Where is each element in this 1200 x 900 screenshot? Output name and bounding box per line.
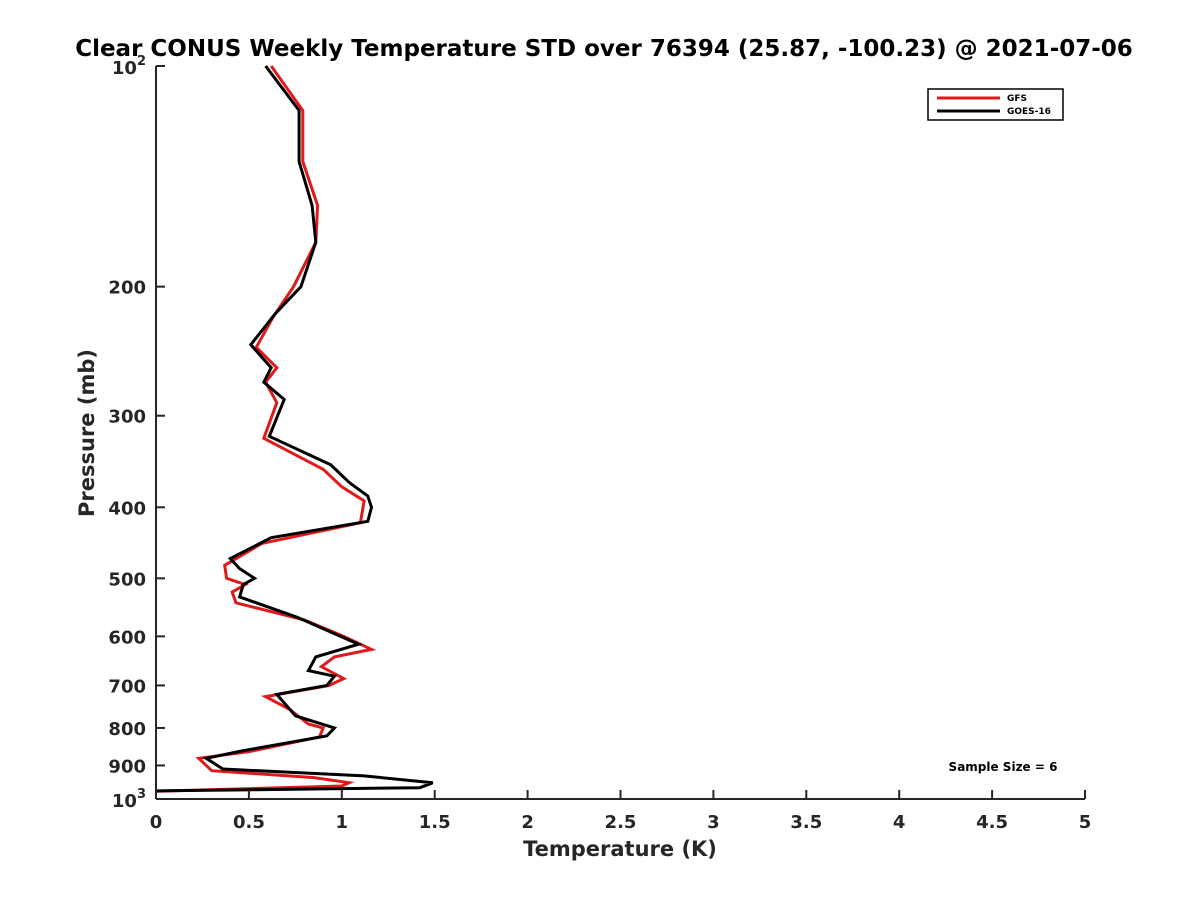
plot-background <box>156 66 1085 799</box>
y-axis-label: Pressure (mb) <box>75 349 99 517</box>
x-tick-label: 4.5 <box>976 812 1008 833</box>
x-tick-label: 5 <box>1079 812 1092 833</box>
y-tick-label: 500 <box>108 569 146 590</box>
y-tick-label: 900 <box>108 756 146 777</box>
x-tick-label: 2 <box>521 812 534 833</box>
sample-size-annotation: Sample Size = 6 <box>949 760 1058 774</box>
legend-label-gfs: GFS <box>1007 94 1027 104</box>
x-tick-label: 0 <box>150 812 163 833</box>
y-tick-label: 400 <box>108 498 146 519</box>
x-tick-label: 2.5 <box>605 812 637 833</box>
x-tick-label: 3.5 <box>790 812 822 833</box>
x-axis-label: Temperature (K) <box>523 837 717 861</box>
y-tick-label: 800 <box>108 719 146 740</box>
series-line-goes-16 <box>155 65 434 793</box>
y-ticks: 200 300 400 500 600 700 800 900 102 103 <box>108 54 165 812</box>
legend: GFS GOES-16 <box>927 88 1064 121</box>
x-tick-label: 3 <box>707 812 720 833</box>
legend-box <box>927 88 1064 121</box>
y-decade-tick-label: 103 <box>112 787 146 812</box>
x-tick-label: 1 <box>336 812 349 833</box>
chart-title: Clear CONUS Weekly Temperature STD over … <box>75 36 1133 62</box>
legend-label-goes-16: GOES-16 <box>1007 107 1051 117</box>
x-tick-label: 0.5 <box>233 812 265 833</box>
x-tick-label: 4 <box>893 812 906 833</box>
y-tick-label: 600 <box>108 627 146 648</box>
y-tick-label: 200 <box>108 278 146 299</box>
y-decade-tick-label: 102 <box>112 54 146 79</box>
x-tick-label: 1.5 <box>419 812 451 833</box>
x-ticks: 0 0.5 1 1.5 2 2.5 3 3.5 4 4.5 5 <box>150 790 1092 833</box>
y-tick-label: 300 <box>108 407 146 428</box>
series-layer <box>155 65 434 793</box>
y-tick-label: 700 <box>108 676 146 697</box>
